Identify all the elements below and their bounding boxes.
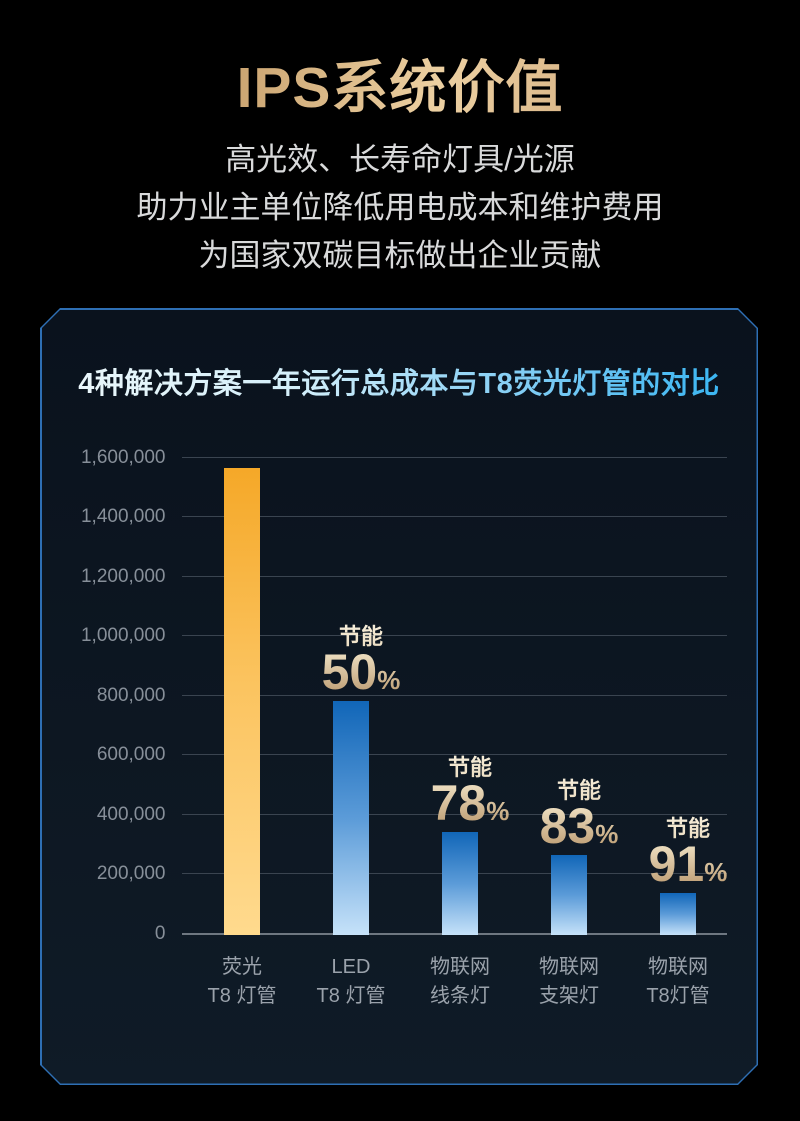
grid-line: 400,000 [182, 814, 727, 815]
y-tick-label: 1,000,000 [80, 625, 166, 646]
category-label-line-1: 物联网 [648, 955, 708, 978]
y-tick-label: 1,600,000 [80, 446, 166, 468]
chart-panel-background: 4种解决方案一年运行总成本与T8荧光灯管的对比 1,600,000 1,400,0… [42, 310, 757, 1084]
bars-layer: 节能 50% 节能 78% 节能 83% 节能 91% [188, 457, 733, 935]
category-label-line-2: T8 灯管 [207, 984, 277, 1007]
y-tick-label: 0 [154, 922, 166, 944]
bar-column: 节能 50% [297, 457, 406, 935]
category-label: 物联网 T8灯管 [624, 953, 733, 1011]
category-label: 荧光 T8 灯管 [188, 953, 297, 1011]
y-tick-label: 800,000 [96, 684, 166, 706]
y-tick-label: 1,400,000 [80, 506, 166, 527]
plot-area: 1,600,000 1,400,000 1,200,000 1,000,000 800,… [182, 457, 727, 935]
chart-title: 4种解决方案一年运行总成本与T8荧光灯管的对比 [42, 360, 757, 402]
bar [333, 701, 369, 934]
category-label-line-1: 物联网 [430, 955, 490, 978]
bar-column: 节能 83% [515, 457, 624, 935]
category-label: 物联网 线条灯 [406, 953, 515, 1011]
category-label-line-2: 支架灯 [539, 984, 599, 1007]
gridlines: 1,600,000 1,400,000 1,200,000 1,000,000 800,… [182, 457, 727, 935]
percent-sign: % [704, 856, 728, 887]
grid-line: 600,000 [182, 754, 727, 755]
category-label-line-1: LED [331, 955, 371, 978]
grid-line: 1,200,000 [182, 576, 727, 577]
bar-column: 节能 78% [406, 457, 515, 935]
saving-percent-value: 78 [430, 775, 487, 832]
subtitle-line-3: 为国家双碳目标做出企业贡献 [198, 238, 602, 273]
bar [660, 893, 696, 935]
saving-percent-value: 50 [321, 644, 378, 701]
chart-panel: 4种解决方案一年运行总成本与T8荧光灯管的对比 1,600,000 1,400,0… [40, 308, 758, 1085]
saving-label: 节能 91% [649, 816, 728, 888]
category-label-line-2: 线条灯 [430, 984, 490, 1007]
saving-percent-value: 91 [648, 835, 705, 892]
bar [224, 468, 260, 934]
y-tick-label: 200,000 [96, 863, 166, 884]
saving-percent-value: 83 [539, 798, 596, 855]
category-label: 物联网 支架灯 [515, 953, 624, 1011]
bar-column: 节能 91% [624, 457, 733, 935]
x-axis-labels: 荧光 T8 灯管 LED T8 灯管 物联网 线条灯 物联网 支架灯 物联网 T… [188, 953, 733, 1011]
grid-line: 1,000,000 [182, 635, 727, 636]
category-label-line-1: 物联网 [539, 955, 599, 978]
y-tick-label: 600,000 [96, 744, 166, 765]
page-title: IPS系统价值 [0, 42, 800, 124]
percent-sign: % [595, 819, 619, 850]
subtitle-line-1: 高光效、长寿命灯具/光源 [225, 142, 575, 177]
category-label-line-2: T8灯管 [646, 984, 710, 1007]
percent-sign: % [377, 665, 401, 696]
category-label: LED T8 灯管 [297, 953, 406, 1011]
bar [551, 855, 587, 934]
page-subtitle: 高光效、长寿命灯具/光源 助力业主单位降低用电成本和维护费用 为国家双碳目标做出… [0, 136, 800, 280]
saving-label: 节能 78% [431, 755, 510, 827]
subtitle-line-2: 助力业主单位降低用电成本和维护费用 [136, 190, 664, 225]
y-tick-label: 1,200,000 [80, 565, 166, 587]
bar [442, 832, 478, 934]
grid-line: 1,400,000 [182, 516, 727, 517]
grid-line: 800,000 [182, 695, 727, 696]
category-label-line-2: T8 灯管 [316, 984, 386, 1007]
category-label-line-1: 荧光 [222, 955, 262, 978]
saving-label: 节能 50% [322, 624, 401, 696]
percent-sign: % [486, 796, 510, 827]
y-tick-label: 400,000 [96, 803, 166, 825]
bar-column [188, 457, 297, 935]
saving-label: 节能 83% [540, 778, 619, 850]
grid-line: 1,600,000 [182, 457, 727, 458]
